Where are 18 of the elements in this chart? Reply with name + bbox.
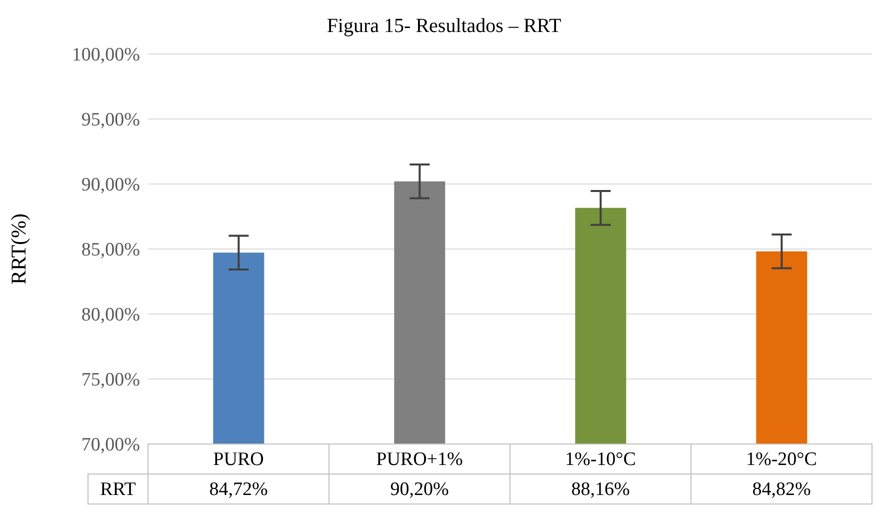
- y-tick-label: 100,00%: [72, 44, 140, 66]
- y-axis-title: RRT(%): [6, 213, 30, 285]
- chart-title: Figura 15- Resultados – RRT: [326, 14, 562, 39]
- x-tick-label: 1%-10°C: [565, 449, 636, 470]
- data-label: 88,16%: [571, 479, 630, 500]
- data-label: 90,20%: [390, 479, 449, 500]
- x-tick-label: PURO+1%: [376, 449, 464, 470]
- y-tick-label: 80,00%: [81, 304, 140, 326]
- x-tick-label: PURO: [213, 449, 264, 470]
- text: RRT: [100, 479, 136, 500]
- y-tick-label: 70,00%: [81, 434, 140, 456]
- data-label: 84,82%: [752, 479, 811, 500]
- y-tick-label: 85,00%: [81, 240, 140, 261]
- y-tick-label: 95,00%: [81, 110, 140, 131]
- data-label: 84,72%: [209, 479, 268, 500]
- y-tick-label: 75,00%: [81, 370, 140, 391]
- y-tick-label: 90,00%: [81, 174, 140, 196]
- x-tick-label: 1%-20°C: [746, 449, 817, 470]
